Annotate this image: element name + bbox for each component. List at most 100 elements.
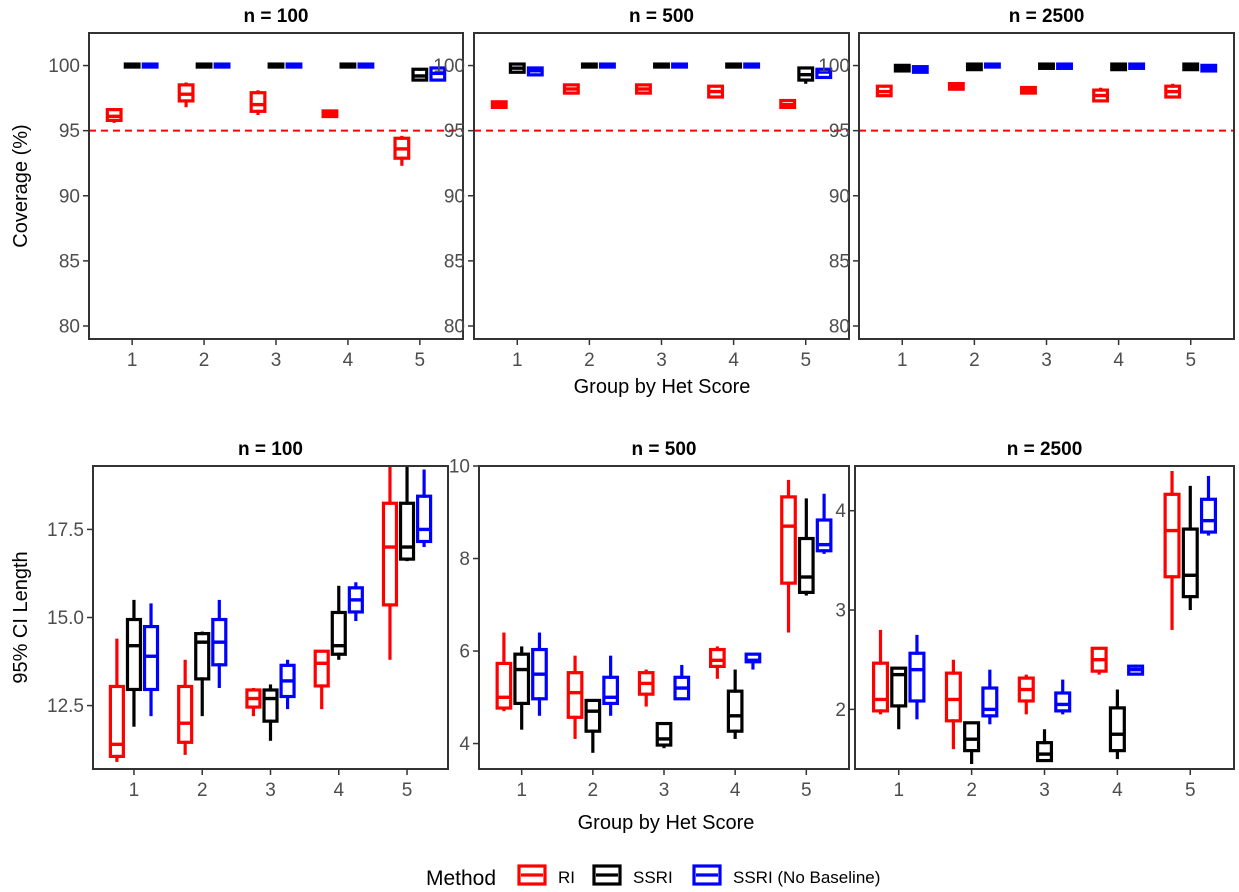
x-tick-label: 3: [271, 350, 282, 371]
legend: Method RI SSRI SSRI (No Baseline): [426, 864, 880, 890]
box-ssri-no-baseline-group-4: [743, 62, 761, 69]
box-ssri-no-baseline-group-5: [429, 66, 447, 82]
x-axis-title-top: Group by Het Score: [574, 376, 751, 398]
box-iqr: [655, 721, 673, 747]
box-ri-group-5: [779, 98, 797, 110]
y-tick-label: 90: [829, 186, 850, 207]
y-tick-label: 100: [818, 56, 850, 77]
box-iqr: [416, 494, 433, 544]
box-iqr: [1181, 527, 1199, 599]
panel-border: [473, 32, 850, 340]
x-tick-label: 1: [897, 350, 908, 371]
x-tick-label: 4: [333, 780, 344, 801]
panel-6: n = 2500 1 2 3 4 5 2 3 4: [835, 439, 1235, 801]
y-tick-label: 6: [459, 642, 470, 663]
box-ssri-group-1: [508, 62, 526, 74]
box-ssri-group-2: [195, 62, 213, 69]
box-ssri-group-4: [339, 62, 357, 69]
x-tick-label: 2: [197, 780, 208, 801]
box-ri-group-5: [1163, 470, 1181, 630]
box-iqr: [398, 501, 416, 561]
box-ssri-no-baseline-group-1: [526, 66, 544, 77]
box-ssri-no-baseline-group-2: [598, 62, 616, 69]
box-ssri-group-4: [725, 62, 743, 69]
x-tick-label: 1: [893, 780, 904, 801]
y-tick-label: 90: [444, 186, 465, 207]
x-tick-label: 5: [402, 780, 413, 801]
x-tick-label: 5: [801, 780, 812, 801]
box-iqr: [566, 671, 584, 719]
legend-swatch-ssri-no-baseline: [692, 864, 722, 886]
box-iqr: [1163, 492, 1181, 579]
box-iqr: [908, 651, 926, 703]
x-tick-label: 4: [1112, 780, 1123, 801]
box-ssri-no-baseline-group-2: [211, 599, 228, 688]
box-ssri-no-baseline-group-2: [981, 669, 999, 725]
box-ssri-no-baseline-group-5: [416, 469, 433, 548]
box-ssri-group-3: [1035, 729, 1054, 763]
box-ssri-no-baseline-group-4: [1127, 664, 1145, 676]
box-ri-group-3: [1020, 85, 1037, 95]
box-iqr: [709, 647, 726, 669]
box-ssri-no-baseline-group-4: [347, 582, 364, 622]
box-ssri-group-2: [194, 631, 211, 717]
y-tick-label: 4: [835, 501, 846, 522]
panel-border: [854, 465, 1235, 770]
box-ssri-no-baseline-group-3: [673, 664, 691, 701]
box-ssri-group-1: [513, 646, 531, 730]
legend-swatch-ri: [517, 864, 547, 886]
box-iqr: [981, 686, 999, 718]
box-ssri-no-baseline-group-3: [279, 659, 296, 710]
box-ssri-group-1: [893, 63, 911, 73]
box-iqr: [108, 684, 125, 759]
x-tick-label: 3: [656, 350, 667, 371]
panel-5: n = 500 1 2 3 4 5 4 6 8 10: [449, 439, 850, 801]
box-ssri-no-baseline-group-3: [1056, 62, 1073, 70]
box-ri-group-3: [635, 83, 652, 95]
panel-title: n = 500: [629, 6, 694, 27]
legend-key-ssri-no-baseline: SSRI (No Baseline): [692, 864, 880, 887]
x-tick-label: 4: [343, 350, 354, 371]
box-ri-group-5: [780, 479, 797, 633]
box-iqr: [194, 632, 211, 681]
box-iqr: [584, 698, 602, 733]
x-tick-label: 2: [969, 350, 980, 371]
box-ssri-no-baseline-group-1: [531, 632, 548, 716]
y-tick-label: 85: [59, 251, 80, 272]
box-ssri-group-3: [1038, 62, 1055, 70]
box-iqr: [142, 624, 160, 692]
box-ri-group-1: [875, 84, 893, 98]
box-iqr: [330, 610, 347, 656]
x-tick-label: 5: [800, 350, 811, 371]
x-tick-label: 2: [584, 350, 595, 371]
y-tick-label: 100: [48, 56, 80, 77]
box-ri-group-4: [313, 649, 330, 710]
box-iqr: [1035, 741, 1054, 763]
y-tick-label: 10: [449, 457, 470, 478]
box-ssri-group-1: [123, 62, 141, 69]
x-axis-title-bottom: Group by Het Score: [578, 812, 755, 834]
box-ssri-group-5: [398, 466, 416, 562]
box-ssri-no-baseline-group-1: [911, 65, 929, 74]
x-tick-label: 4: [728, 350, 739, 371]
box-iqr: [1054, 691, 1072, 713]
box-ri-group-2: [177, 82, 195, 108]
y-tick-label: 95: [59, 121, 80, 142]
box-ri-group-4: [1092, 87, 1110, 103]
box-iqr: [871, 661, 890, 713]
panel-title: n = 500: [632, 439, 697, 460]
box-iqr: [815, 518, 833, 553]
legend-title: Method: [426, 867, 496, 890]
box-ri-group-2: [566, 655, 584, 739]
box-ssri-group-2: [963, 721, 981, 765]
box-ssri-no-baseline-group-5: [1199, 475, 1218, 536]
box-ssri-no-baseline-group-4: [744, 652, 762, 670]
box-ssri-no-baseline-group-5: [815, 67, 833, 80]
panel-border: [88, 32, 464, 340]
x-tick-label: 5: [1185, 780, 1196, 801]
panel-border: [858, 32, 1235, 340]
box-ssri-group-3: [262, 684, 279, 741]
box-ri-group-2: [947, 81, 965, 91]
box-ssri-no-baseline-group-1: [142, 603, 160, 717]
y-tick-label: 3: [835, 601, 846, 622]
